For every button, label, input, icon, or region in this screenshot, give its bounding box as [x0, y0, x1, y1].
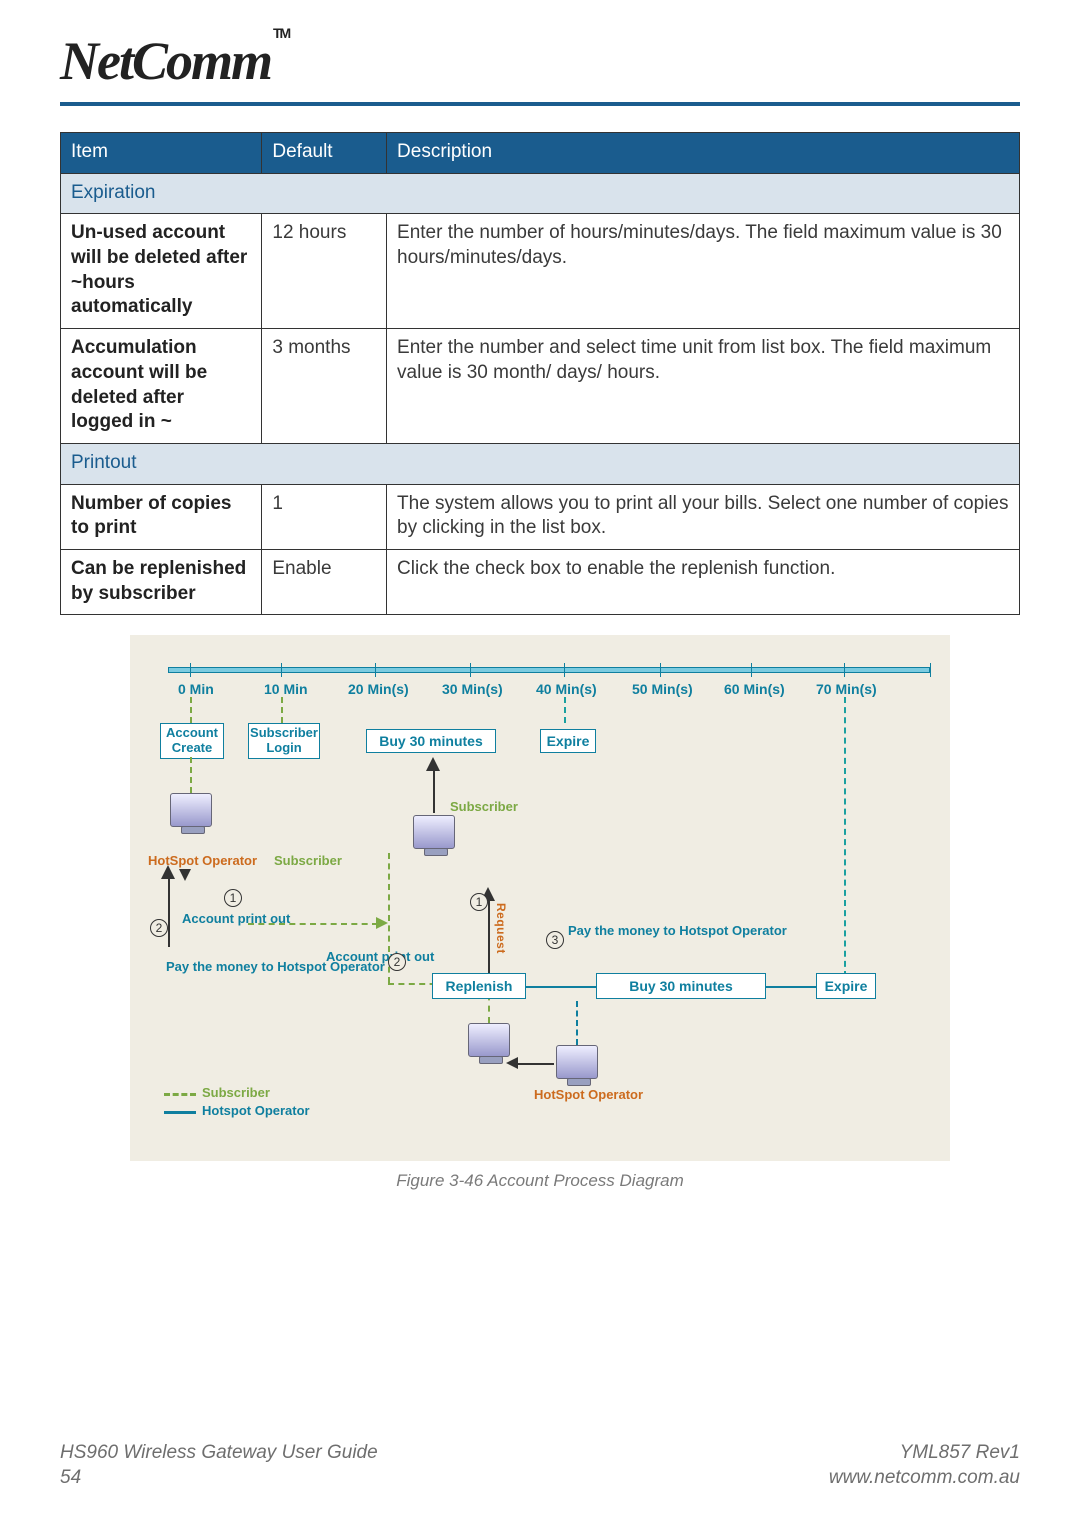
brand-name: NetComm	[60, 31, 271, 91]
arrow-left-icon	[506, 1057, 518, 1069]
cell-default: 12 hours	[262, 214, 387, 329]
cell-desc: Enter the number and select time unit fr…	[387, 329, 1020, 444]
tick	[375, 663, 376, 677]
header-rule	[60, 102, 1020, 106]
legend-swatch-subscriber	[164, 1093, 196, 1096]
box-expire-b: Expire	[816, 973, 876, 999]
brand-logo: NetCommTM	[60, 30, 1020, 92]
cell-default: Enable	[262, 549, 387, 614]
col-description: Description	[387, 133, 1020, 174]
step-circle: 3	[546, 931, 564, 949]
tick-label: 60 Min(s)	[724, 681, 785, 697]
box-expire-a: Expire	[540, 729, 596, 753]
cell-item: Un-used account will be deleted after ~h…	[61, 214, 262, 329]
box-buy-30-a: Buy 30 minutes	[366, 729, 496, 753]
legend-swatch-operator	[164, 1111, 196, 1114]
dash	[576, 1001, 578, 1045]
brand-tm: TM	[273, 25, 289, 41]
col-default: Default	[262, 133, 387, 174]
tick-label: 70 Min(s)	[816, 681, 877, 697]
dash	[281, 697, 283, 723]
dash	[190, 697, 192, 723]
box-subscriber-login: Subscriber Login	[248, 723, 320, 759]
arrow-up-icon	[426, 757, 440, 771]
label-hotspot-op-b: HotSpot Operator	[534, 1087, 643, 1102]
arrow-right-icon	[376, 917, 388, 929]
tick	[660, 663, 661, 677]
step-circle: 1	[224, 889, 242, 907]
cell-default: 3 months	[262, 329, 387, 444]
connector	[516, 1063, 554, 1065]
timeline-bar	[168, 667, 930, 673]
legend-operator: Hotspot Operator	[202, 1103, 310, 1118]
tick	[930, 663, 931, 677]
pc-icon	[468, 1023, 510, 1057]
section-printout: Printout	[61, 443, 1020, 484]
page-footer: HS960 Wireless Gateway User Guide 54 YML…	[60, 1440, 1020, 1491]
tick-label: 30 Min(s)	[442, 681, 503, 697]
label-subscriber-b: Subscriber	[274, 853, 342, 868]
spec-table: Item Default Description Expiration Un-u…	[60, 132, 1020, 615]
footer-page-number: 54	[60, 1465, 378, 1491]
tick	[281, 663, 282, 677]
cell-desc: The system allows you to print all your …	[387, 484, 1020, 549]
dash	[564, 697, 566, 723]
cell-desc: Click the check box to enable the replen…	[387, 549, 1020, 614]
tick-label: 40 Min(s)	[536, 681, 597, 697]
tick	[470, 663, 471, 677]
step-circle: 2	[150, 919, 168, 937]
cell-desc: Enter the number of hours/minutes/days. …	[387, 214, 1020, 329]
dash	[844, 697, 846, 977]
label-subscriber-a: Subscriber	[450, 799, 518, 814]
box-account-create: Account Create	[160, 723, 224, 759]
tick-label: 50 Min(s)	[632, 681, 693, 697]
cell-item: Can be replenished by subscriber	[61, 549, 262, 614]
table-row: Accumulation account will be deleted aft…	[61, 329, 1020, 444]
pc-icon	[170, 793, 212, 827]
cell-item: Accumulation account will be deleted aft…	[61, 329, 262, 444]
label-request: Request	[494, 903, 508, 954]
box-buy-30-b: Buy 30 minutes	[596, 973, 766, 999]
arrow-up-icon	[161, 865, 175, 879]
connector	[168, 871, 170, 947]
connector	[766, 986, 816, 988]
label-account-printout-b: Account print out	[326, 949, 434, 964]
arrow-down-icon	[179, 869, 191, 881]
connector	[433, 771, 435, 813]
table-row: Un-used account will be deleted after ~h…	[61, 214, 1020, 329]
step-circle: 1	[470, 893, 488, 911]
cell-default: 1	[262, 484, 387, 549]
pc-icon	[413, 815, 455, 849]
footer-rev: YML857 Rev1	[829, 1440, 1020, 1466]
dash	[248, 923, 378, 925]
tick	[564, 663, 565, 677]
pc-icon	[556, 1045, 598, 1079]
figure-caption: Figure 3-46 Account Process Diagram	[60, 1171, 1020, 1191]
footer-doc-title: HS960 Wireless Gateway User Guide	[60, 1440, 378, 1466]
legend-subscriber: Subscriber	[202, 1085, 270, 1100]
label-pay-money-b: Pay the money to Hotspot Operator	[568, 923, 787, 938]
col-item: Item	[61, 133, 262, 174]
dash	[190, 757, 192, 793]
box-replenish: Replenish	[432, 973, 526, 999]
table-row: Number of copies to print 1 The system a…	[61, 484, 1020, 549]
connector	[488, 893, 490, 979]
table-row: Can be replenished by subscriber Enable …	[61, 549, 1020, 614]
cell-item: Number of copies to print	[61, 484, 262, 549]
connector	[526, 986, 596, 988]
tick	[844, 663, 845, 677]
section-expiration: Expiration	[61, 173, 1020, 214]
step-circle: 2	[388, 953, 406, 971]
tick	[190, 663, 191, 677]
tick-label: 10 Min	[264, 681, 308, 697]
tick-label: 0 Min	[178, 681, 214, 697]
account-process-diagram: 0 Min 10 Min 20 Min(s) 30 Min(s) 40 Min(…	[148, 653, 932, 1153]
footer-url: www.netcomm.com.au	[829, 1465, 1020, 1491]
tick-label: 20 Min(s)	[348, 681, 409, 697]
diagram-container: 0 Min 10 Min 20 Min(s) 30 Min(s) 40 Min(…	[130, 635, 950, 1161]
tick	[751, 663, 752, 677]
